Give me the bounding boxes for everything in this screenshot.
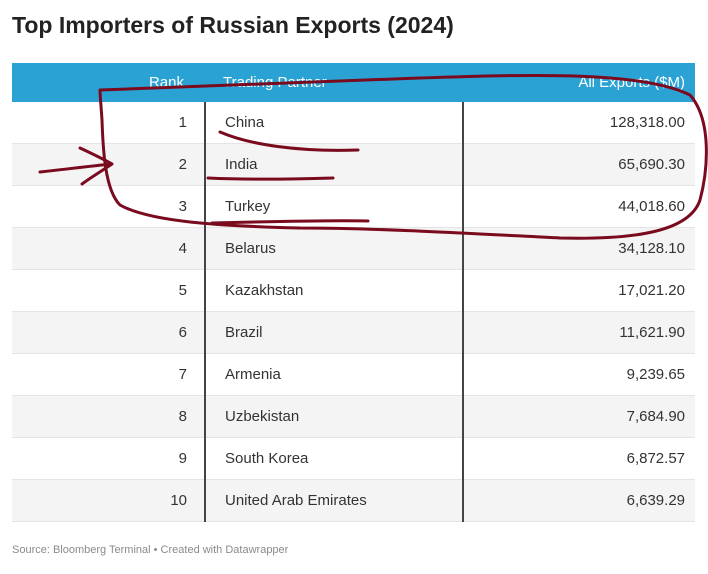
table-row: 8 Uzbekistan 7,684.90 [12, 396, 695, 438]
exports-cell: 11,621.90 [619, 324, 685, 341]
rank-cell: 7 [178, 366, 187, 383]
rank-cell: 4 [178, 240, 187, 257]
source-note: Source: Bloomberg Terminal • Created wit… [12, 544, 289, 556]
title: Top Importers of Russian Exports (2024) [12, 12, 454, 38]
exports-cell: 65,690.30 [618, 156, 685, 173]
exports-cell: 34,128.10 [618, 240, 685, 257]
rank-cell: 6 [178, 324, 187, 341]
exports-cell: 17,021.20 [618, 282, 685, 299]
rank-cell: 3 [178, 198, 187, 215]
partner-cell: China [225, 114, 265, 131]
table-row: 7 Armenia 9,239.65 [12, 354, 695, 396]
table-row: 5 Kazakhstan 17,021.20 [12, 270, 695, 312]
partner-cell: Turkey [225, 198, 271, 215]
table-row: 9 South Korea 6,872.57 [12, 438, 695, 480]
hand-drawn-underline [210, 219, 370, 225]
table-row: 4 Belarus 34,128.10 [12, 228, 695, 270]
partner-cell: Belarus [225, 240, 276, 257]
exports-cell: 9,239.65 [626, 366, 685, 383]
partner-cell: South Korea [225, 450, 309, 467]
column-divider [204, 102, 206, 522]
table-row: 6 Brazil 11,621.90 [12, 312, 695, 354]
exports-cell: 44,018.60 [618, 198, 685, 215]
table-row: 10 United Arab Emirates 6,639.29 [12, 480, 695, 522]
partner-cell: United Arab Emirates [225, 492, 367, 509]
exports-cell: 6,872.57 [626, 450, 685, 467]
rank-cell: 5 [178, 282, 187, 299]
table-row: 1 China 128,318.00 [12, 102, 695, 144]
table-row: 3 Turkey 44,018.60 [12, 186, 695, 228]
hand-drawn-arrow [38, 146, 114, 186]
table-header: Rank Trading Partner All Exports ($M) [12, 63, 695, 102]
exports-cell: 7,684.90 [626, 408, 685, 425]
rank-cell: 10 [170, 492, 187, 509]
rank-cell: 2 [178, 156, 187, 173]
hand-drawn-underline [218, 130, 360, 152]
exports-cell: 6,639.29 [626, 492, 685, 509]
rank-cell: 9 [178, 450, 187, 467]
rank-cell: 1 [178, 114, 187, 131]
partner-cell: Brazil [225, 324, 263, 341]
partner-cell: India [225, 156, 258, 173]
partner-cell: Uzbekistan [225, 408, 300, 425]
exports-cell: 128,318.00 [609, 114, 685, 131]
rank-cell: 8 [178, 408, 187, 425]
hand-drawn-loop [98, 73, 708, 240]
hand-drawn-underline [206, 176, 335, 181]
column-divider [462, 102, 464, 522]
partner-cell: Kazakhstan [225, 282, 304, 299]
partner-cell: Armenia [225, 366, 281, 383]
